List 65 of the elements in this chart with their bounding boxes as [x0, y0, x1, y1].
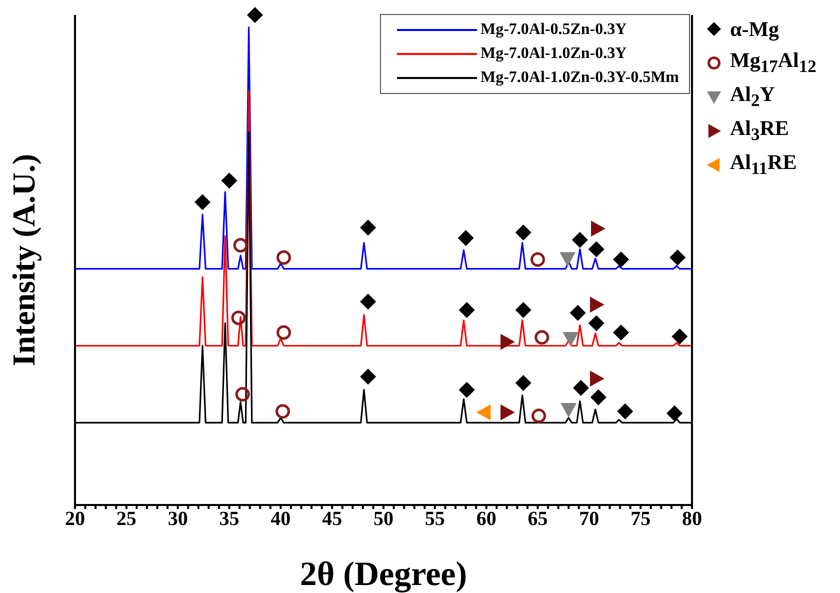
y-axis-title: Intensity (A.U.): [5, 154, 42, 366]
point: [530, 252, 545, 267]
point: [194, 194, 211, 210]
point: [562, 332, 579, 346]
point: [276, 325, 291, 340]
point: [515, 224, 532, 241]
legend-label: Mg-7.0Al-0.5Zn-0.3Y: [480, 21, 627, 39]
point: [670, 250, 686, 266]
legend-label: Mg-7.0Al-1.0Zn-0.3Y: [480, 45, 627, 63]
point: [500, 404, 515, 420]
point: [231, 310, 246, 326]
point: [666, 405, 683, 422]
point: [360, 294, 376, 310]
point: [515, 302, 532, 318]
point: [275, 404, 290, 419]
legend-label: Mg$_{17}$Al$_{12}$: [730, 48, 816, 78]
point: [560, 252, 576, 267]
point: [360, 220, 376, 236]
point: [588, 315, 604, 332]
x-tick-label: 75: [630, 508, 651, 530]
point: [572, 232, 588, 248]
x-tick-label: 55: [424, 508, 445, 530]
x-tick-label: 30: [168, 508, 188, 530]
point: [590, 220, 606, 237]
point: [588, 241, 604, 258]
point: [572, 380, 589, 396]
point: [458, 302, 475, 318]
x-tick-label: 60: [476, 508, 496, 530]
point: [360, 368, 376, 385]
x-tick-label: 25: [116, 508, 136, 530]
point: [617, 403, 634, 420]
x-tick-label: 70: [579, 508, 600, 530]
point: [515, 374, 532, 391]
legend-label: Mg-7.0Al-1.0Zn-0.3Y-0.5Mm: [480, 69, 679, 87]
point: [613, 252, 630, 268]
point: [590, 370, 604, 387]
point: [500, 334, 515, 350]
x-tick-label: 65: [528, 508, 548, 530]
point: [221, 172, 238, 189]
point: [590, 296, 604, 313]
legend-label: Al$_{11}$RE: [730, 150, 797, 180]
point: [560, 403, 577, 418]
point: [672, 328, 688, 344]
point: [590, 389, 606, 406]
legend-label: Al$_{2}$Y: [730, 82, 775, 112]
x-tick-label: 45: [322, 508, 342, 530]
legend-label: α-Mg: [730, 16, 780, 42]
point: [532, 408, 546, 424]
x-tick-label: 20: [65, 508, 85, 530]
point: [276, 250, 291, 265]
point: [534, 330, 550, 345]
point: [235, 387, 250, 402]
legend-label: Al$_{3}$RE: [730, 116, 789, 146]
point: [458, 230, 474, 246]
x-tick-label: 40: [270, 508, 291, 530]
point: [613, 324, 630, 341]
x-tick-label: 35: [219, 508, 240, 530]
point: [570, 304, 586, 321]
x-tick-label: 50: [374, 508, 394, 530]
x-tick-label: 80: [682, 508, 702, 530]
point: [246, 7, 263, 23]
point: [233, 238, 248, 253]
point: [476, 404, 491, 420]
x-axis-title: 2θ (Degree): [300, 556, 468, 593]
point: [458, 382, 475, 398]
